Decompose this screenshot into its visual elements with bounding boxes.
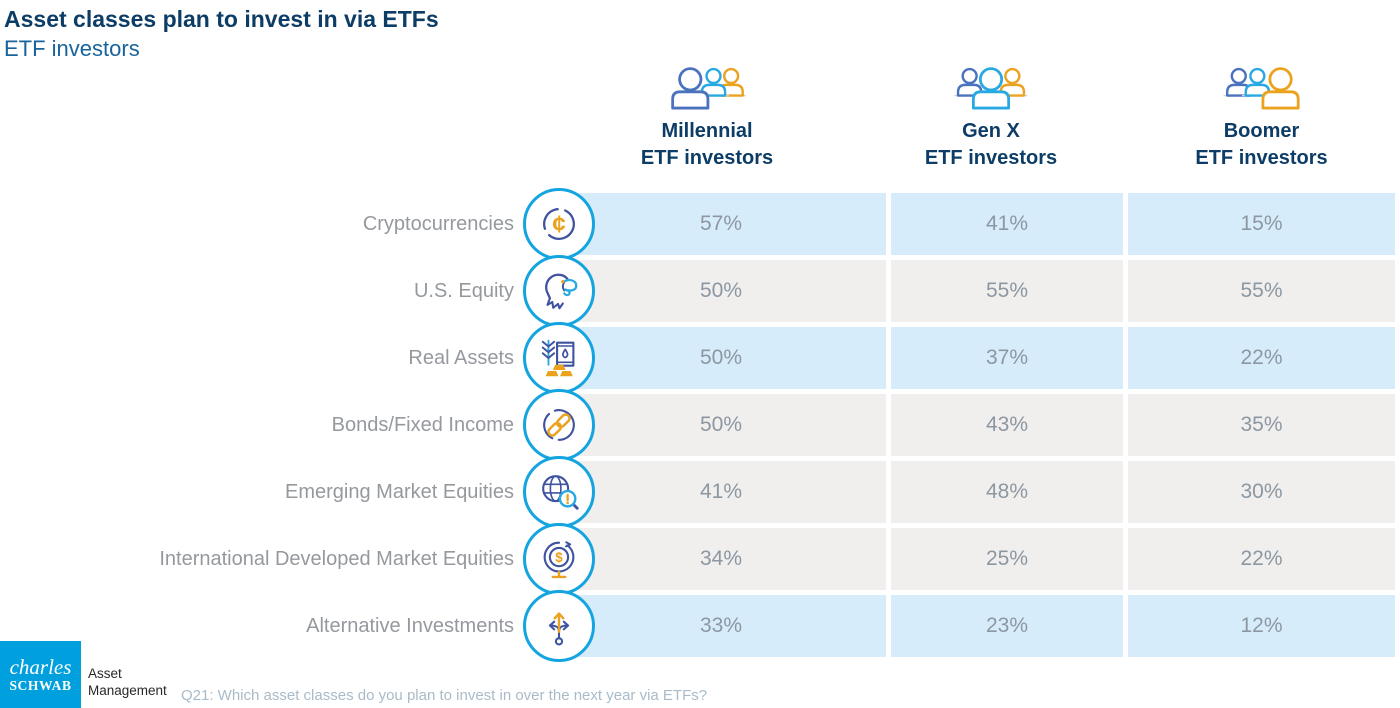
value-cell: 23% [891,595,1123,657]
value-cell: 50% [556,260,886,322]
row-label: Bonds/Fixed Income [331,414,514,436]
column-header-millennial: Millennial ETF investors [542,56,872,172]
row-label: Real Assets [408,347,514,369]
row-label: Emerging Market Equities [285,481,514,503]
value-cell: 48% [891,461,1123,523]
value-cell: 33% [556,595,886,657]
value-cell: 41% [891,193,1123,255]
value-cell: 22% [1128,327,1395,389]
column-header-gen-x: Gen X ETF investors [875,56,1107,172]
value-cell: 22% [1128,528,1395,590]
row-label: International Developed Market Equities [159,548,514,570]
column-label-line2: ETF investors [1195,147,1328,169]
value-cell: 41% [556,461,886,523]
svg-text:$: $ [555,550,563,565]
column-label-line2: ETF investors [640,147,774,169]
value-cell: 57% [556,193,886,255]
value-cell: 55% [891,260,1123,322]
people-genx-icon [875,56,1107,110]
brand-line-1: Asset [88,666,122,681]
value-cell: 25% [891,528,1123,590]
value-cell: 55% [1128,260,1395,322]
globe-dollar-icon: $ [523,523,595,595]
page-title: Asset classes plan to invest in via ETFs [4,6,439,32]
globe-magnifier-icon [523,456,595,528]
row-label: Alternative Investments [306,615,514,637]
column-label-line1: Boomer [1223,120,1300,142]
charles-schwab-logo: charles SCHWAB [0,641,81,708]
brand-line-2: Management [88,682,167,698]
column-label-line1: Gen X [962,120,1020,142]
column-label-line1: Millennial [661,120,753,142]
value-cell: 12% [1128,595,1395,657]
split-arrows-icon [523,590,595,662]
logo-charles-text: charles [9,654,72,679]
value-cell: 35% [1128,394,1395,456]
commodities-icon [523,322,595,394]
row-label: Cryptocurrencies [362,213,514,235]
eagle-icon [523,255,595,327]
asset-management-label: Asset Management [88,666,167,699]
survey-question-note: Q21: Which asset classes do you plan to … [181,687,708,704]
value-cell: 30% [1128,461,1395,523]
svg-text:¢: ¢ [552,211,565,238]
logo-schwab-text: SCHWAB [9,677,72,693]
chain-link-icon [523,389,595,461]
value-cell: 50% [556,327,886,389]
value-cell: 15% [1128,193,1395,255]
people-boomer-icon [1128,56,1395,110]
value-cell: 34% [556,528,886,590]
value-cell: 50% [556,394,886,456]
cent-circle-icon: ¢ [523,188,595,260]
column-label-line2: ETF investors [924,147,1058,169]
people-millennial-icon [542,56,872,110]
value-cell: 37% [891,327,1123,389]
row-label: U.S. Equity [413,280,514,302]
column-header-boomer: Boomer ETF investors [1128,56,1395,172]
value-cell: 43% [891,394,1123,456]
page-subtitle: ETF investors [4,36,140,61]
